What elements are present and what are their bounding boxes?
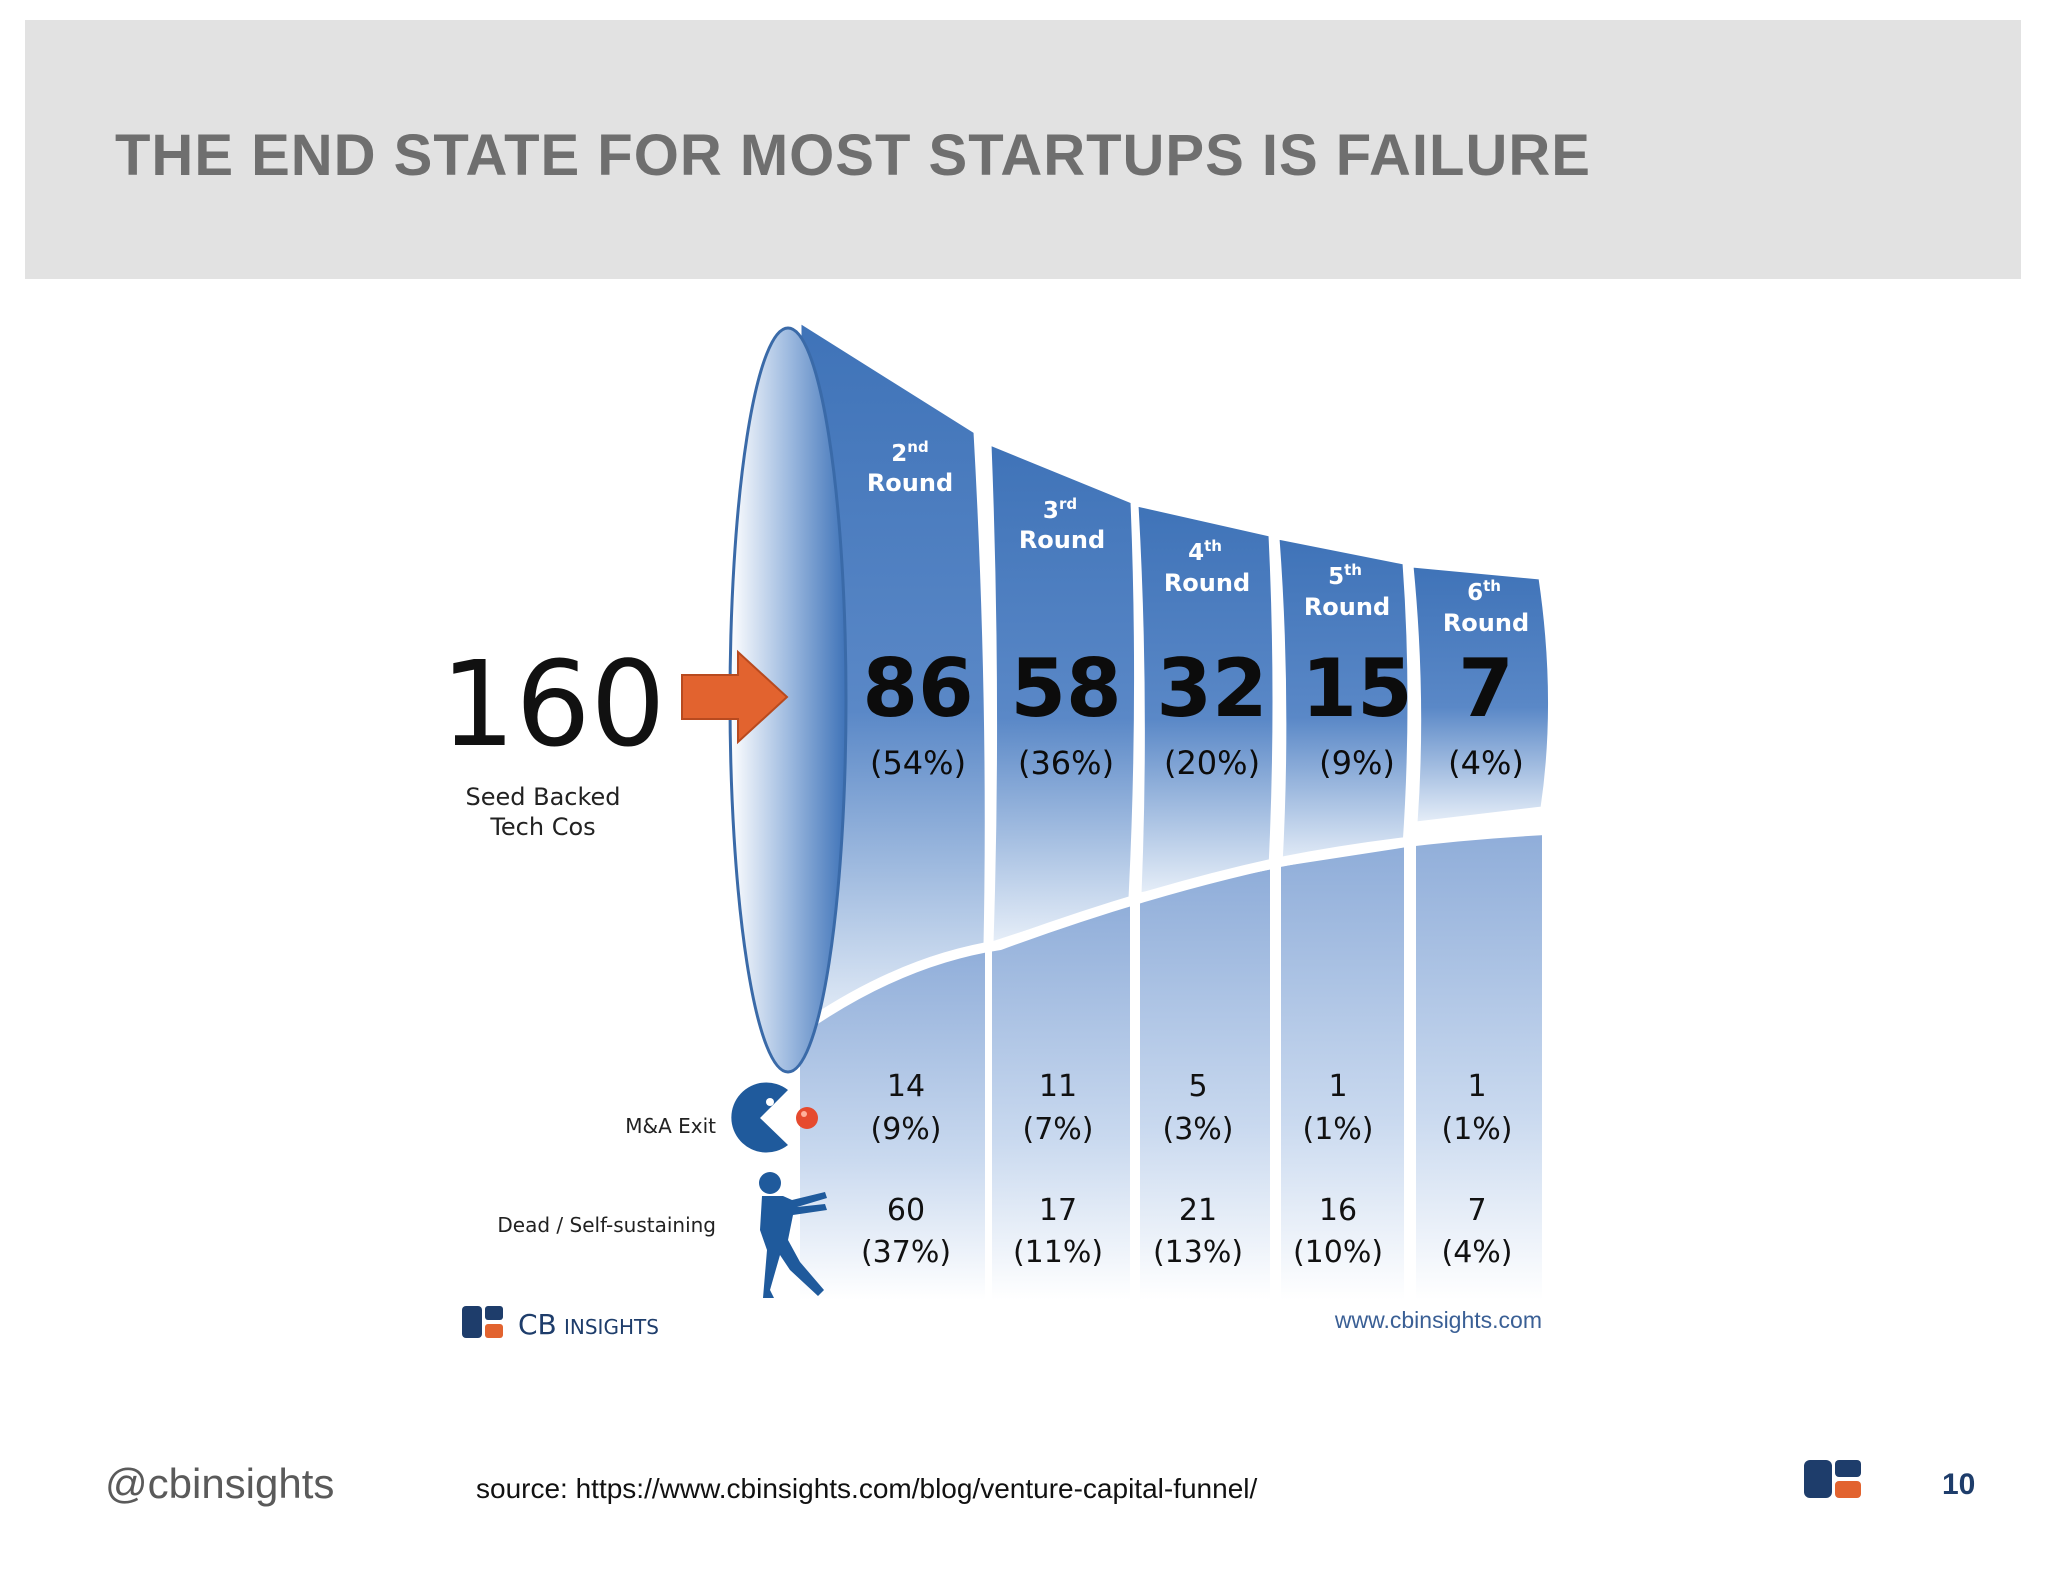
brand-name: CB bbox=[518, 1308, 557, 1341]
round-value: 7 bbox=[1458, 642, 1514, 735]
header-band bbox=[25, 20, 2021, 279]
exit-pct: (3%) bbox=[1162, 1112, 1233, 1147]
round-label: Round bbox=[867, 469, 953, 497]
exit-column-3 bbox=[1140, 868, 1270, 1300]
dead-value: 17 bbox=[1039, 1193, 1077, 1228]
exit-column-4 bbox=[1281, 846, 1404, 1300]
slide-title: THE END STATE FOR MOST STARTUPS IS FAILU… bbox=[115, 123, 1591, 188]
twitter-handle: @cbinsights bbox=[105, 1460, 335, 1507]
round-ordinal: 2nd bbox=[891, 438, 928, 467]
seed-label-line2: Tech Cos bbox=[489, 813, 595, 841]
exit-value: 5 bbox=[1188, 1069, 1207, 1104]
dead-pct: (11%) bbox=[1013, 1235, 1103, 1270]
cb-logo-icon bbox=[1804, 1460, 1861, 1498]
exit-pct: (7%) bbox=[1022, 1112, 1093, 1147]
page-number: 10 bbox=[1942, 1468, 1976, 1501]
dead-pct: (37%) bbox=[861, 1235, 951, 1270]
exit-pct: (1%) bbox=[1441, 1112, 1512, 1147]
dead-pct: (13%) bbox=[1153, 1235, 1243, 1270]
dead-value: 21 bbox=[1179, 1193, 1217, 1228]
round-pct: (4%) bbox=[1448, 744, 1524, 782]
exit-column-1 bbox=[800, 945, 985, 1300]
brand-tagline: INSIGHTS bbox=[564, 1315, 659, 1339]
seed-label-line1: Seed Backed bbox=[465, 783, 620, 811]
website: www.cbinsights.com bbox=[1334, 1307, 1542, 1333]
exit-value: 14 bbox=[887, 1069, 925, 1104]
round-value: 15 bbox=[1301, 642, 1412, 735]
round-value: 32 bbox=[1156, 642, 1267, 735]
arrow-right-icon bbox=[681, 649, 789, 745]
dead-pct: (10%) bbox=[1293, 1235, 1383, 1270]
round-value: 58 bbox=[1010, 642, 1121, 735]
row-label-exit: M&A Exit bbox=[625, 1114, 716, 1138]
round-ordinal: 4th bbox=[1188, 537, 1222, 566]
exit-column-5 bbox=[1416, 832, 1542, 1300]
pacman-icon bbox=[731, 1082, 818, 1153]
round-label: Round bbox=[1304, 593, 1390, 621]
dead-pct: (4%) bbox=[1441, 1235, 1512, 1270]
zombie-icon bbox=[759, 1172, 827, 1298]
round-ordinal: 3rd bbox=[1043, 495, 1077, 524]
exit-column-2 bbox=[992, 898, 1130, 1300]
exit-pct: (1%) bbox=[1302, 1112, 1373, 1147]
row-label-dead: Dead / Self-sustaining bbox=[497, 1213, 716, 1237]
round-ordinal: 6th bbox=[1467, 577, 1501, 606]
round-pct: (36%) bbox=[1018, 744, 1114, 782]
exit-pct: (9%) bbox=[870, 1112, 941, 1147]
exit-value: 1 bbox=[1467, 1069, 1486, 1104]
cb-logo-icon bbox=[462, 1306, 503, 1338]
funnel-band-round-6 bbox=[1410, 564, 1551, 825]
seed-count: 160 bbox=[440, 635, 665, 773]
round-pct: (54%) bbox=[870, 744, 966, 782]
round-label: Round bbox=[1443, 609, 1529, 637]
round-pct: (20%) bbox=[1164, 744, 1260, 782]
exit-value: 1 bbox=[1328, 1069, 1347, 1104]
round-pct: (9%) bbox=[1319, 744, 1395, 782]
source-citation: source: https://www.cbinsights.com/blog/… bbox=[476, 1473, 1258, 1504]
dead-value: 60 bbox=[887, 1193, 925, 1228]
round-ordinal: 5th bbox=[1328, 561, 1362, 590]
round-value: 86 bbox=[862, 642, 973, 735]
round-label: Round bbox=[1164, 569, 1250, 597]
round-label: Round bbox=[1019, 526, 1105, 554]
funnel-highlight-curve bbox=[797, 825, 1546, 1035]
dead-value: 16 bbox=[1319, 1193, 1357, 1228]
dead-value: 7 bbox=[1467, 1193, 1486, 1228]
exit-value: 11 bbox=[1039, 1069, 1077, 1104]
